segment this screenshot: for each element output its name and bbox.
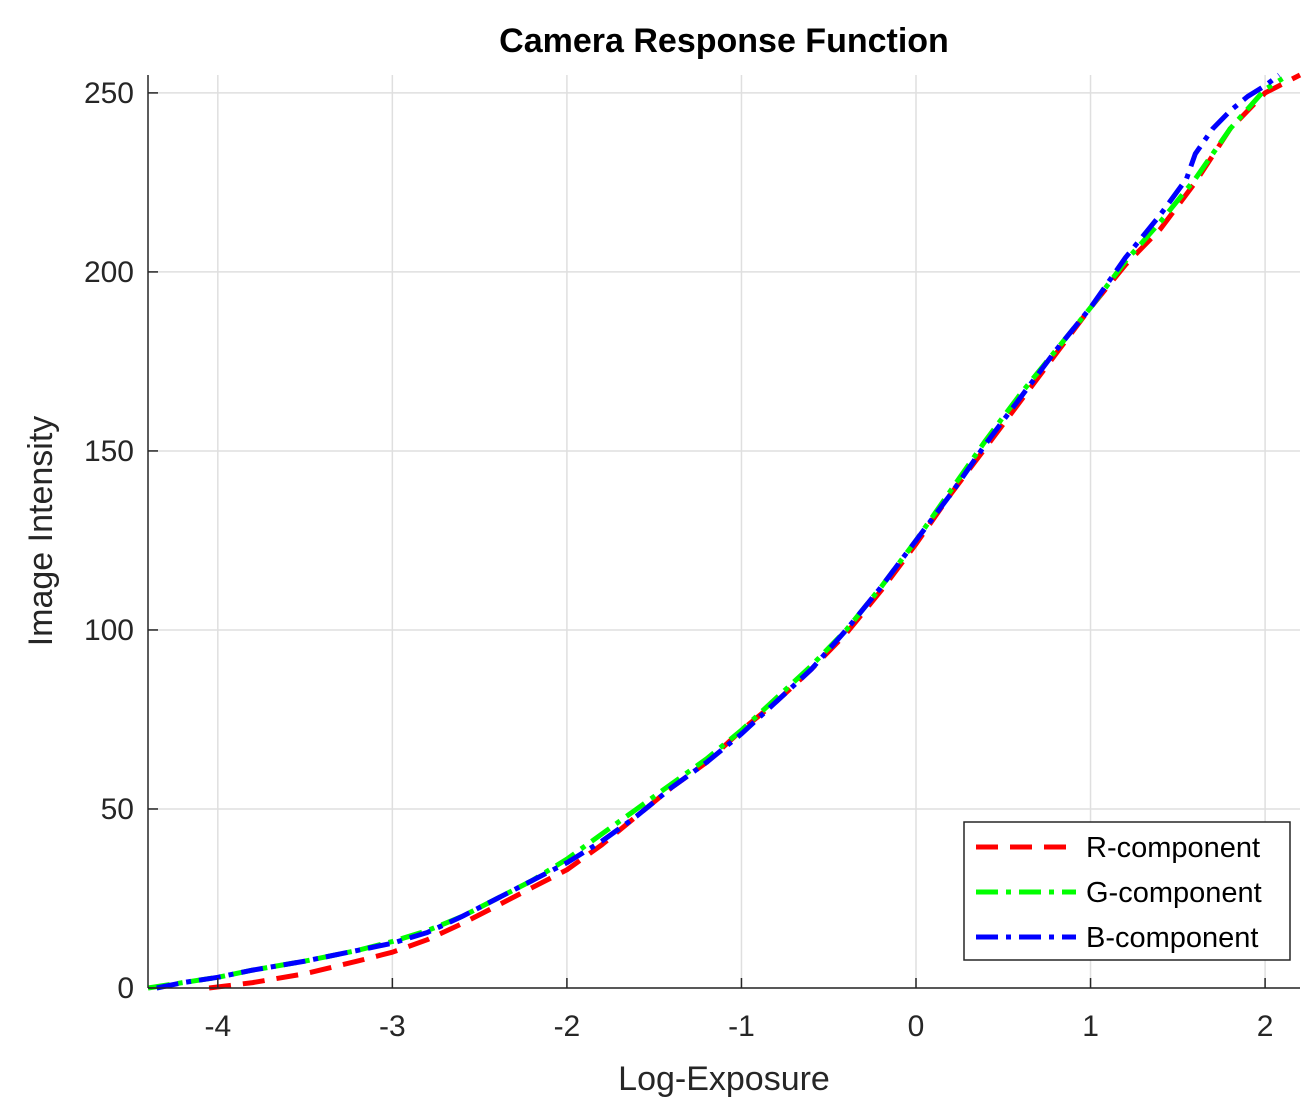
legend-label-g-component: G-component <box>1086 877 1262 909</box>
series-group <box>147 72 1302 991</box>
x-tick-label: 1 <box>1082 1010 1099 1043</box>
legend-label-b-component: B-component <box>1086 922 1259 954</box>
y-tick-label: 200 <box>84 256 134 289</box>
y-tick-label: 150 <box>84 435 134 468</box>
axes-lines <box>147 75 1300 989</box>
x-tick-label: -4 <box>204 1010 231 1043</box>
series-line-b-component <box>156 73 1281 991</box>
chart-title: Camera Response Function <box>499 22 949 60</box>
legend: R-component G-component B-component <box>963 821 1291 961</box>
x-tick-label: 2 <box>1257 1010 1274 1043</box>
y-tick-label: 250 <box>84 77 134 110</box>
y-tick-label: 50 <box>101 793 134 826</box>
y-axis-ticks: 0 50 100 150 200 250 <box>84 77 158 1005</box>
x-tick-label: -2 <box>554 1010 581 1043</box>
legend-label-r-component: R-component <box>1086 832 1260 864</box>
y-axis-label: Image Intensity <box>22 416 60 647</box>
y-tick-label: 0 <box>117 972 134 1005</box>
x-tick-label: -3 <box>379 1010 406 1043</box>
x-axis-label: Log-Exposure <box>618 1060 830 1098</box>
x-tick-label: -1 <box>728 1010 755 1043</box>
x-tick-label: 0 <box>908 1010 925 1043</box>
x-axis-ticks: -4 -3 -2 -1 0 1 2 <box>204 978 1273 1043</box>
y-tick-label: 100 <box>84 614 134 647</box>
